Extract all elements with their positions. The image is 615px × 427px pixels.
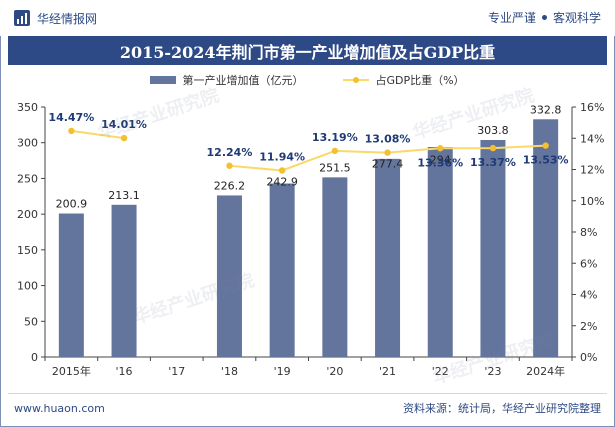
y-right-tick-label: 4% (580, 289, 597, 302)
ratio-line (71, 129, 125, 140)
legend: 第一产业增加值（亿元） 占GDP比重（%） (0, 70, 615, 90)
ratio-point (542, 142, 549, 149)
bar-value-label: 294 (430, 153, 451, 166)
legend-item-bar: 第一产业增加值（亿元） (150, 72, 303, 88)
y-left-tick-label: 200 (17, 208, 38, 221)
bar (375, 158, 401, 357)
y-left-tick-label: 350 (17, 101, 38, 114)
ratio-value-label: 11.94% (259, 150, 305, 163)
bar (111, 204, 137, 357)
brand: 华经情报网 (13, 8, 97, 28)
x-tick-label: '17 (168, 365, 185, 378)
legend-item-line: 占GDP比重（%） (343, 72, 465, 88)
bar (269, 183, 295, 357)
y-right-tick-label: 8% (580, 226, 597, 239)
y-right-tick-label: 12% (580, 164, 604, 177)
legend-bar-swatch-icon (150, 76, 177, 84)
top-bar: 华经情报网 专业严谨 客观科学 (0, 0, 615, 36)
bar-value-label: 213.1 (108, 189, 140, 202)
tagline-1: 专业严谨 (487, 11, 536, 25)
footer-source: 资料来源：统计局，华经产业研究院整理 (403, 402, 601, 415)
x-tick-label: 2015年 (52, 364, 91, 378)
bar (322, 177, 348, 357)
y-right-tick-label: 16% (580, 101, 604, 114)
tagline-2: 客观科学 (552, 11, 601, 25)
ratio-value-label: 12.24% (207, 146, 253, 159)
bar-value-label: 277.4 (372, 158, 404, 171)
ratio-value-label: 13.19% (312, 131, 358, 144)
y-right-tick-label: 0% (580, 351, 597, 364)
bar (480, 140, 506, 357)
bar-value-label: 242.9 (266, 175, 298, 188)
y-left-tick-label: 250 (17, 172, 38, 185)
y-right-tick-label: 10% (580, 195, 604, 208)
x-tick-label: '18 (221, 365, 238, 378)
y-right-tick-label: 6% (580, 257, 597, 270)
y-left-tick-label: 0 (31, 351, 38, 364)
bar-value-label: 251.5 (319, 161, 351, 174)
ratio-point (489, 144, 497, 152)
ratio-point (331, 147, 339, 155)
ratio-value-label: 13.36% (417, 156, 463, 169)
legend-label-line: 占GDP比重（%） (375, 74, 465, 87)
tagline: 专业严谨 客观科学 (488, 9, 601, 26)
ratio-point (278, 167, 286, 174)
legend-label-bar: 第一产业增加值（亿元） (182, 74, 304, 87)
footer-divider (8, 393, 607, 394)
y-left-tick-label: 50 (24, 315, 38, 328)
ratio-point (68, 127, 75, 135)
ratio-point (384, 149, 391, 156)
y-left-tick-label: 150 (17, 244, 38, 257)
y-left-tick-label: 100 (17, 280, 38, 293)
chart-title: 2015-2024年荆门市第一产业增加值及占GDP比重 (119, 42, 496, 62)
bar-value-label: 332.8 (530, 103, 562, 116)
footer-website: www.huaon.com (14, 401, 105, 415)
bar-value-label: 303.8 (477, 124, 509, 137)
y-right-tick-label: 2% (580, 320, 597, 333)
bar (216, 195, 242, 357)
x-tick-label: '19 (274, 365, 291, 378)
brand-logo-icon (14, 10, 30, 26)
bar (533, 119, 559, 358)
separator-dot-icon (541, 15, 547, 20)
ratio-value-label: 13.37% (470, 156, 516, 169)
ratio-value-label: 13.53% (523, 154, 569, 167)
ratio-value-label: 14.47% (48, 111, 94, 124)
ratio-point (226, 162, 233, 169)
x-tick-label: 2024年 (526, 364, 565, 378)
bar-value-label: 200.9 (56, 198, 88, 211)
bar-value-label: 226.2 (214, 179, 246, 192)
x-tick-label: '21 (379, 365, 396, 378)
ratio-point (120, 134, 128, 142)
legend-line-swatch-icon (343, 76, 370, 84)
x-tick-label: '20 (326, 365, 343, 378)
bar (58, 213, 84, 357)
bar (427, 147, 453, 357)
x-tick-label: '22 (432, 365, 449, 378)
x-tick-label: '23 (484, 365, 501, 378)
y-right-tick-label: 14% (580, 132, 604, 145)
ratio-point (437, 145, 444, 152)
x-tick-label: '16 (116, 365, 133, 378)
footer: www.huaon.com 资料来源：统计局，华经产业研究院整理 (0, 396, 615, 420)
ratio-value-label: 14.01% (101, 118, 147, 131)
y-left-tick-label: 300 (17, 137, 38, 150)
brand-name: 华经情报网 (37, 11, 98, 26)
title-bar: 2015-2024年荆门市第一产业增加值及占GDP比重 (8, 36, 607, 65)
ratio-value-label: 13.08% (365, 133, 411, 146)
